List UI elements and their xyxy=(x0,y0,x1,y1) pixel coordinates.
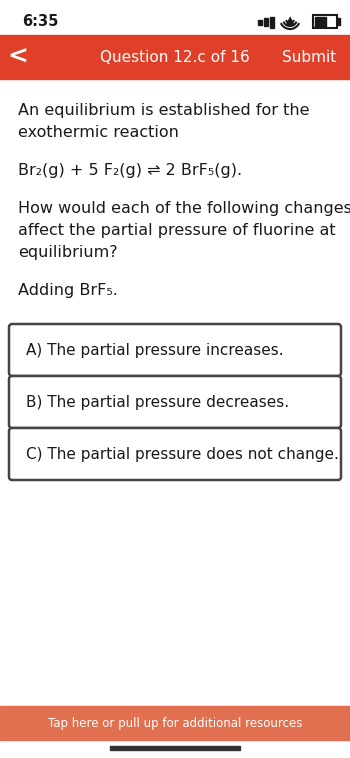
Text: exothermic reaction: exothermic reaction xyxy=(18,125,179,140)
Bar xyxy=(110,746,240,750)
Bar xyxy=(270,17,274,27)
Text: affect the partial pressure of fluorine at: affect the partial pressure of fluorine … xyxy=(18,223,336,238)
Text: equilibrium?: equilibrium? xyxy=(18,245,118,260)
Text: <: < xyxy=(8,45,28,69)
Text: 6:35: 6:35 xyxy=(22,14,58,30)
Bar xyxy=(337,18,340,25)
Text: Question 12.c of 16: Question 12.c of 16 xyxy=(100,49,250,64)
Text: Adding BrF₅.: Adding BrF₅. xyxy=(18,283,118,298)
Bar xyxy=(315,17,326,27)
FancyBboxPatch shape xyxy=(9,324,341,376)
Bar xyxy=(313,15,337,28)
Bar xyxy=(0,0,350,35)
Text: Submit: Submit xyxy=(282,49,336,64)
Text: A) The partial pressure increases.: A) The partial pressure increases. xyxy=(26,343,284,358)
Bar xyxy=(258,20,262,24)
FancyBboxPatch shape xyxy=(9,376,341,428)
Bar xyxy=(264,18,268,26)
Text: Br₂(g) + 5 F₂(g) ⇌ 2 BrF₅(g).: Br₂(g) + 5 F₂(g) ⇌ 2 BrF₅(g). xyxy=(18,163,242,178)
FancyBboxPatch shape xyxy=(9,428,341,480)
Text: How would each of the following changes: How would each of the following changes xyxy=(18,201,350,216)
Text: An equilibrium is established for the: An equilibrium is established for the xyxy=(18,103,309,118)
Text: Tap here or pull up for additional resources: Tap here or pull up for additional resou… xyxy=(48,716,302,729)
Text: C) The partial pressure does not change.: C) The partial pressure does not change. xyxy=(26,446,339,462)
Text: ▾: ▾ xyxy=(285,10,295,29)
Bar xyxy=(0,706,350,740)
Bar xyxy=(0,35,350,79)
Text: B) The partial pressure decreases.: B) The partial pressure decreases. xyxy=(26,394,289,409)
